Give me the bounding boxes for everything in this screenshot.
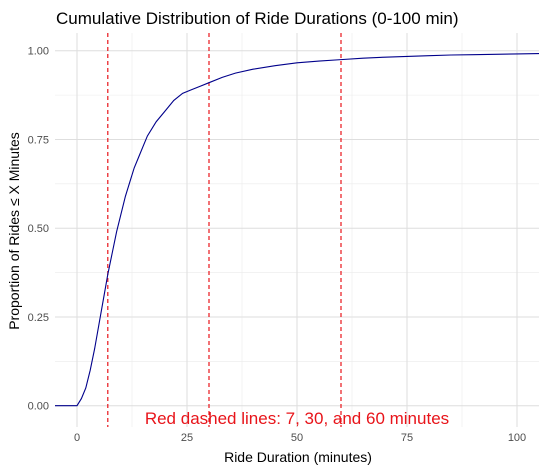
x-tick-label: 25 [181,432,193,444]
x-tick-label: 50 [291,432,303,444]
x-axis-title: Ride Duration (minutes) [224,449,372,465]
chart-title: Cumulative Distribution of Ride Duration… [56,9,459,28]
y-tick-label: 0.50 [28,223,49,235]
x-tick-label: 0 [74,432,80,444]
x-tick-label: 75 [401,432,413,444]
x-tick-label: 100 [508,432,526,444]
y-tick-label: 1.00 [28,46,49,58]
y-tick-label: 0.00 [28,401,49,413]
y-tick-label: 0.75 [28,134,49,146]
y-tick-label: 0.25 [28,312,49,324]
y-axis-title: Proportion of Rides ≤ X Minutes [6,132,22,330]
annotation-text: Red dashed lines: 7, 30, and 60 minutes [145,409,449,428]
